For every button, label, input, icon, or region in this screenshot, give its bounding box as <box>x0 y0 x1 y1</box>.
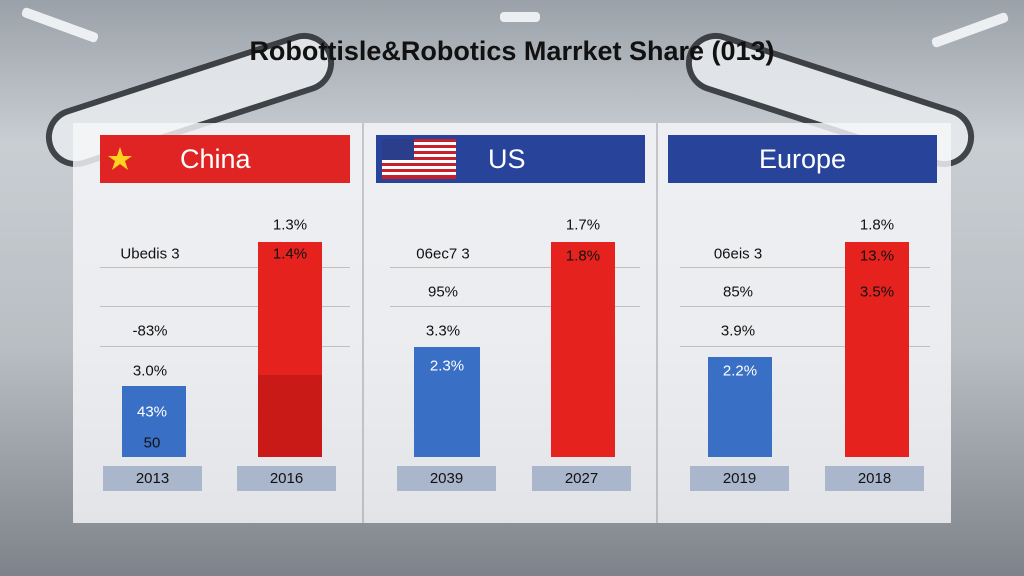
bar-label: 50 <box>143 434 161 452</box>
red-bar <box>845 242 909 457</box>
bar-label: 1.8% <box>565 247 601 265</box>
year: 2013 <box>103 466 202 491</box>
grid-line <box>680 306 930 307</box>
blue-bar <box>122 386 186 457</box>
label: 3.0% <box>132 362 168 380</box>
grid-line <box>100 306 350 307</box>
grid-line <box>680 267 930 268</box>
grid-line <box>100 346 350 347</box>
flag-china <box>100 135 160 183</box>
bar-label: 43% <box>136 403 168 421</box>
label: 3.9% <box>720 322 756 340</box>
bar-top-label: 1.3% <box>272 216 308 234</box>
flag-us <box>382 139 456 179</box>
label: 3.3% <box>425 322 461 340</box>
red-bar <box>551 242 615 457</box>
bar-top-label: 1.8% <box>859 216 895 234</box>
title: Robottisle&Robotics Marrket Share (013) <box>249 36 775 66</box>
label: 06eis 3 <box>713 245 763 263</box>
label: 95% <box>427 283 459 301</box>
bar-label: 3.5% <box>859 283 895 301</box>
blue-bar <box>708 357 772 457</box>
label: -83% <box>132 322 168 340</box>
red-bar-lower <box>258 375 322 457</box>
bar-label: 2.2% <box>722 362 758 380</box>
panel-header: China <box>100 135 350 183</box>
red-bar <box>258 242 322 375</box>
grid-line <box>390 267 640 268</box>
label: Ubedis 3 <box>120 245 180 263</box>
lamp <box>500 12 540 22</box>
year: 2018 <box>825 466 924 491</box>
year: 2039 <box>397 466 496 491</box>
bar-label: 1.4% <box>272 245 308 263</box>
panel-board <box>73 123 951 523</box>
label: 85% <box>722 283 754 301</box>
bar-top-label: 1.7% <box>565 216 601 234</box>
panel-header: US <box>376 135 645 183</box>
header-text: Europe <box>758 143 847 174</box>
header-text: China <box>180 143 251 174</box>
separator <box>362 123 364 523</box>
bar-label: 2.3% <box>429 357 465 375</box>
panel-header: Europe <box>668 135 937 183</box>
year: 2027 <box>532 466 631 491</box>
header-text: US <box>488 143 526 174</box>
label: 06ec7 3 <box>416 245 470 263</box>
year: 2019 <box>690 466 789 491</box>
blue-bar <box>414 347 480 457</box>
grid-line <box>100 267 350 268</box>
bar-label: 13.% <box>859 247 895 265</box>
grid-line <box>390 306 640 307</box>
grid-line <box>680 346 930 347</box>
separator <box>656 123 658 523</box>
year: 2016 <box>237 466 336 491</box>
